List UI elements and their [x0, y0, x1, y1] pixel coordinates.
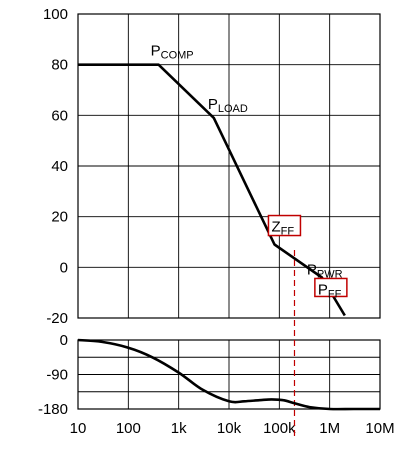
x-tick-label: 1k — [171, 420, 187, 437]
phase-y-tick-label: 0 — [60, 332, 68, 349]
annotation-label: PFF — [318, 281, 342, 300]
gain-y-tick-label: 100 — [43, 6, 68, 23]
x-tick-label: 100 — [116, 420, 141, 437]
gain-y-tick-label: 0 — [60, 259, 68, 276]
x-tick-label: 10k — [217, 420, 242, 437]
annotation-label: PCOMP — [151, 43, 194, 62]
annotation-box — [267, 214, 302, 237]
gain-y-tick-label: 80 — [51, 57, 68, 74]
x-tick-label: 1M — [319, 420, 340, 437]
phase-y-tick-label: -180 — [38, 401, 68, 418]
gain-y-tick-label: -20 — [46, 310, 68, 327]
phase-y-tick-label: -90 — [46, 367, 68, 384]
annotation-label: PLOAD — [208, 96, 248, 115]
phase-grid — [77, 339, 381, 410]
phase-curve — [77, 338, 380, 411]
x-axis-ticks: 10 100 1k 10k 100k 1M 10M — [70, 420, 395, 437]
gain-grid — [77, 13, 381, 319]
x-tick-label: 100k — [263, 420, 296, 437]
gain-y-ticks: 100 80 60 40 20 0 -20 — [43, 6, 68, 327]
phase-y-ticks: 0 -90 -180 — [38, 332, 68, 418]
gain-y-tick-label: 40 — [51, 158, 68, 175]
phase-series — [77, 338, 380, 411]
annotation-label: ZFF — [271, 219, 294, 238]
gain-y-tick-label: 60 — [51, 107, 68, 124]
x-tick-label: 10M — [365, 420, 394, 437]
gain-y-tick-label: 20 — [51, 209, 68, 226]
annotation-box — [314, 277, 348, 298]
annotation-label: PPWR — [307, 261, 343, 280]
x-tick-label: 10 — [70, 420, 87, 437]
